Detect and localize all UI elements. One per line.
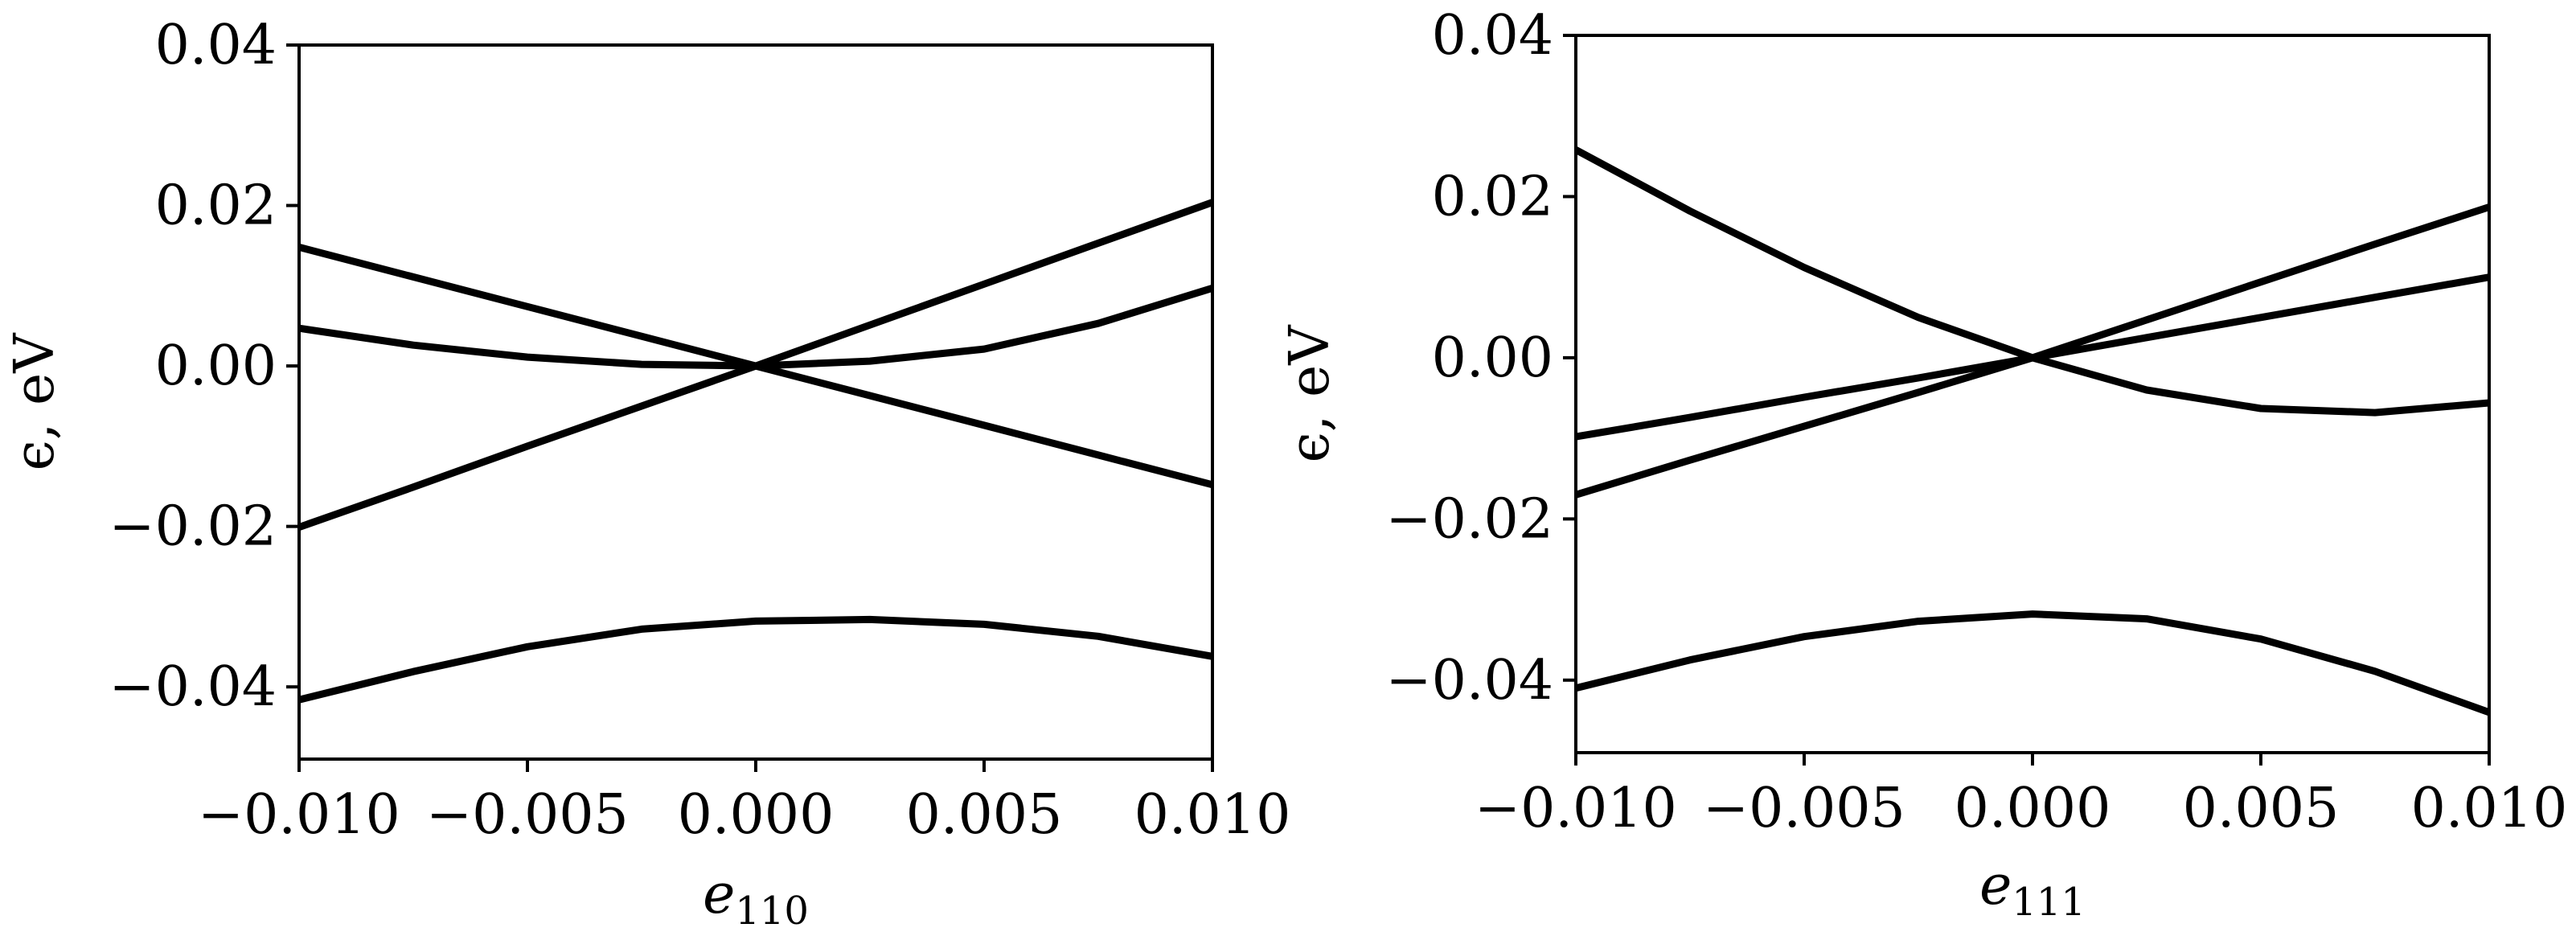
x-axis-label-main: e: [1979, 854, 2012, 918]
x-axis-label: e110: [703, 863, 809, 934]
y-tick-label: −0.02: [1386, 487, 1553, 551]
x-tick-label: −0.005: [1703, 777, 1905, 840]
y-tick-label: 0.02: [1432, 165, 1553, 228]
y-tick-label: 0.00: [1432, 326, 1553, 390]
series-line-4: [297, 615, 1213, 704]
x-tick-label: 0.005: [906, 783, 1063, 847]
series-line-3: [297, 199, 1214, 531]
series-line-3: [1574, 203, 2491, 499]
x-tick-label: −0.005: [426, 783, 629, 847]
x-tick-label: −0.010: [198, 783, 400, 847]
x-tick-label: 0.010: [2411, 777, 2568, 840]
y-axis-label: ϵ, eV: [1278, 324, 1342, 463]
x-axis-label-subscript: 110: [735, 889, 809, 934]
x-axis-label: e111: [1979, 854, 2086, 925]
chart-2: −0.010 −0.005 0.000 0.005 0.010 −0.04 −0.02 0.0…: [1278, 4, 2567, 925]
chart-1: −0.010 −0.005 0.000 0.005 0.010 −0.04 −0.02 0.0…: [3, 14, 1290, 934]
y-tick-label: −0.04: [1386, 649, 1553, 712]
plot-frame: [297, 43, 1214, 761]
y-tick-label: 0.04: [155, 14, 277, 77]
series-line-2: [298, 285, 1214, 370]
y-tick-label: −0.04: [109, 655, 277, 719]
series-line-4: [1574, 610, 2491, 716]
x-tick-label: 0.000: [678, 783, 835, 847]
y-tick-label: −0.02: [109, 495, 277, 559]
y-tick-label: 0.04: [1432, 4, 1553, 68]
y-axis-label: ϵ, eV: [3, 332, 67, 471]
x-axis-label-subscript: 111: [2012, 880, 2086, 925]
series-line-1: [1573, 146, 2490, 417]
plot-frame: [1574, 34, 2491, 754]
x-tick-label: 0.010: [1134, 783, 1291, 847]
y-tick-label: 0.00: [155, 335, 277, 398]
y-tick-label: 0.02: [155, 174, 277, 238]
x-tick-label: −0.010: [1475, 777, 1677, 840]
x-axis-label-main: e: [703, 863, 735, 926]
x-tick-label: 0.000: [1955, 777, 2111, 840]
x-tick-label: 0.005: [2183, 777, 2340, 840]
